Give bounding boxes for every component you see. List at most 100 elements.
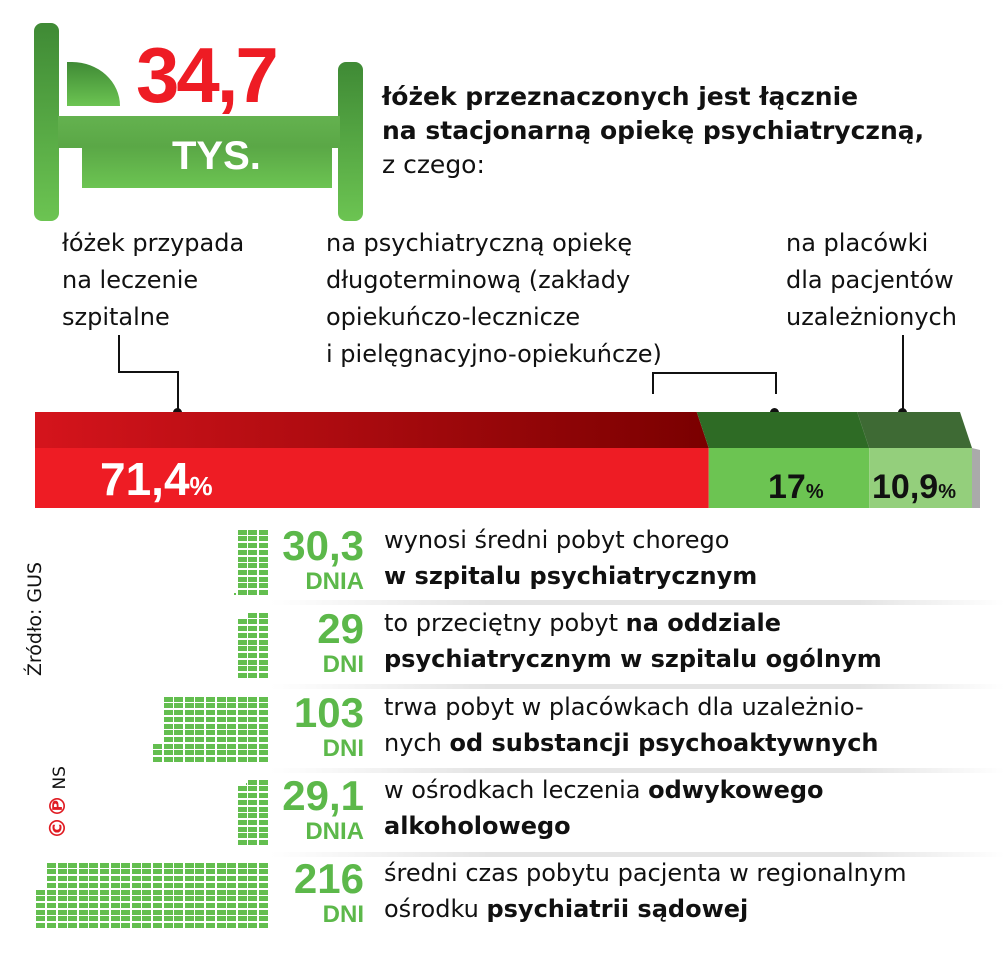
text-bold: od substancji psychoaktywnych <box>449 729 879 757</box>
day-block <box>248 626 258 632</box>
day-block <box>259 896 268 902</box>
pct-value: 10,9 <box>872 468 939 506</box>
day-block <box>216 696 226 702</box>
day-block <box>237 716 247 722</box>
day-block <box>142 923 152 928</box>
text-bold: psychiatrycznym w szpitalu ogólnym <box>384 645 882 673</box>
leader-line <box>118 335 179 373</box>
day-block <box>163 909 173 915</box>
day-block <box>237 632 247 638</box>
bar-segment <box>869 448 972 508</box>
day-block <box>248 673 258 678</box>
day-block <box>237 659 247 665</box>
day-block <box>110 862 120 868</box>
day-block <box>142 862 152 868</box>
label-line: na leczenie <box>62 266 199 294</box>
day-block <box>227 896 237 902</box>
day-block <box>47 916 56 922</box>
day-block <box>259 869 268 875</box>
day-block <box>259 909 268 915</box>
day-block <box>153 882 162 888</box>
day-block <box>163 723 173 729</box>
day-block <box>195 736 205 742</box>
label-line: na placówki <box>786 229 929 257</box>
day-block <box>259 590 268 595</box>
day-block <box>237 826 247 832</box>
day-block <box>184 876 194 882</box>
day-block <box>57 882 67 888</box>
day-block <box>206 716 215 722</box>
day-block <box>259 556 268 562</box>
day-block <box>110 869 120 875</box>
day-block <box>153 889 162 895</box>
day-block <box>248 696 258 702</box>
day-block <box>153 869 162 875</box>
day-block <box>248 889 258 895</box>
day-block <box>174 736 184 742</box>
day-block <box>227 876 237 882</box>
day-block <box>142 869 152 875</box>
day-block <box>248 563 258 569</box>
day-block <box>57 869 67 875</box>
day-block <box>248 576 258 582</box>
day-block <box>121 909 131 915</box>
day-block <box>237 833 247 839</box>
days-unit: DNI <box>322 651 364 678</box>
day-block <box>206 703 215 709</box>
day-block <box>248 786 258 792</box>
day-block <box>237 569 247 575</box>
day-block <box>227 757 237 762</box>
day-block <box>163 757 173 762</box>
day-block <box>227 696 237 702</box>
pct-sign: % <box>938 481 956 503</box>
copyright-icon: ©℗ <box>45 794 71 839</box>
day-block <box>131 896 141 902</box>
text-bold: alkoholowego <box>384 812 571 840</box>
label-line: opiekuńczo-lecznicze <box>326 303 581 331</box>
day-block <box>195 909 205 915</box>
day-block <box>259 632 268 638</box>
day-block <box>216 757 226 762</box>
day-block <box>184 902 194 908</box>
day-block <box>248 896 258 902</box>
day-block <box>89 902 99 908</box>
day-block <box>36 923 46 928</box>
day-block <box>174 882 184 888</box>
day-block <box>227 730 237 736</box>
day-block <box>248 703 258 709</box>
day-block <box>248 666 258 672</box>
day-block <box>110 902 120 908</box>
day-block <box>121 876 131 882</box>
day-block <box>248 619 258 625</box>
day-block <box>153 876 162 882</box>
day-block <box>216 862 226 868</box>
day-block <box>131 889 141 895</box>
day-block <box>248 612 258 618</box>
label-line: na psychiatryczną opiekę <box>326 229 633 257</box>
day-block <box>206 902 215 908</box>
day-block <box>110 916 120 922</box>
day-block <box>174 750 184 756</box>
day-block <box>206 876 215 882</box>
day-block <box>216 730 226 736</box>
day-block <box>237 757 247 762</box>
day-block <box>206 869 215 875</box>
day-block <box>259 840 268 845</box>
day-block <box>195 923 205 928</box>
day-block <box>248 909 258 915</box>
bed-headboard <box>34 23 59 221</box>
label-longterm: na psychiatryczną opiekę długoterminową … <box>326 225 662 373</box>
day-block <box>131 923 141 928</box>
day-block <box>227 723 237 729</box>
day-block <box>89 869 99 875</box>
bed-mattress <box>82 146 332 188</box>
day-block <box>248 862 258 868</box>
day-block <box>216 723 226 729</box>
day-block <box>237 590 247 595</box>
day-block <box>206 896 215 902</box>
day-block <box>57 876 67 882</box>
day-block <box>195 723 205 729</box>
day-block <box>163 882 173 888</box>
day-block <box>237 799 247 805</box>
day-block <box>174 896 184 902</box>
